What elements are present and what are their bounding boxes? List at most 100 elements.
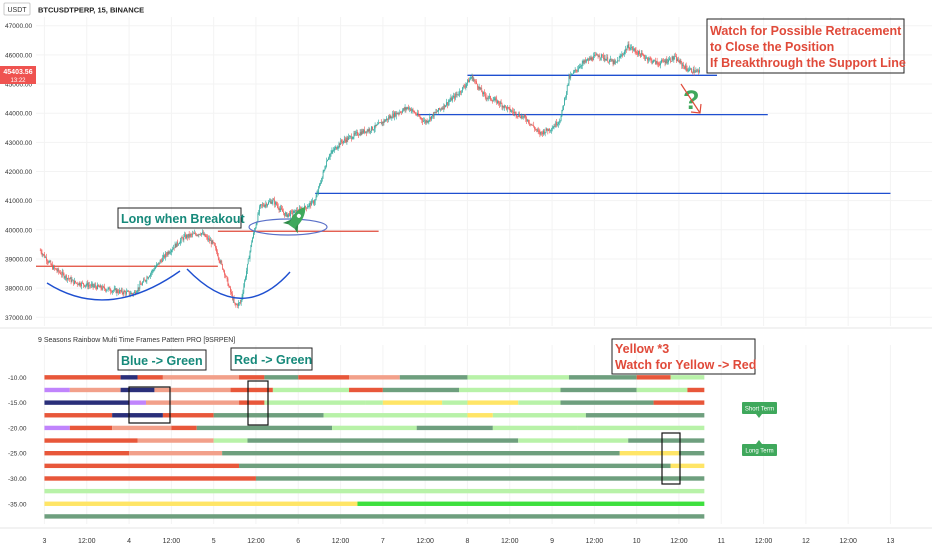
heatmap-segment [492,413,586,418]
candle-body [336,148,338,150]
candle-body [255,224,257,229]
countdown-text: 13:22 [10,78,26,84]
candle-body [322,171,324,177]
candle-body [643,54,645,57]
heatmap-segment [560,400,654,405]
candle-body [244,280,246,287]
candle-body [572,73,573,75]
candle-body [517,116,519,117]
heatmap-segment [619,451,679,456]
candle-body [114,288,116,290]
candle-body [135,292,137,294]
candle-body [146,277,148,281]
candle-body [395,112,397,117]
candle-body [424,120,426,123]
candle-body [465,84,467,87]
candle-body [101,288,103,290]
candle-body [513,112,515,113]
candle-body [503,106,505,108]
candle-body [435,111,437,113]
candle-body [554,126,556,127]
candle-body [106,289,108,291]
candle-body [206,236,208,238]
candle-body [621,54,623,56]
heatmap-segment [670,375,705,380]
candle-body [608,61,609,63]
time-tick-label: 7 [381,538,385,545]
candle-body [294,209,296,211]
candle-body [295,209,297,214]
candle-body [602,54,603,56]
symbol-title: BTCUSDTPERP, 15, BINANCE [38,6,144,15]
candle-body [221,261,223,265]
retracement-line-2: to Close the Position [710,40,834,54]
candle-body [53,266,54,270]
candle-body [128,291,130,295]
candle-body [462,86,464,88]
candle-body [62,271,64,274]
candle-body [409,108,410,110]
candle-body [638,50,639,55]
time-tick-label: 4 [127,538,131,545]
retracement-note-box [706,18,905,74]
price-axis[interactable]: 47000.00 46000.00 45000.00 44000.00 43000.00… [5,23,32,322]
candle-body [288,213,290,215]
candle-body [558,121,560,123]
candle-body [373,128,375,130]
highlight-box-yellow [661,432,681,485]
candle-body [366,130,368,133]
time-axis[interactable]: 3 12:00 4 12:00 5 12:00 6 12:00 7 12:00 8 12:00 9 12:… [43,538,895,545]
candle-body [496,98,498,104]
candle-body [591,57,593,61]
candle-body [58,268,60,272]
candle-body [488,96,490,98]
candle-body [690,68,691,70]
heatmap-segment [264,400,366,405]
candle-body [145,280,147,282]
candle-body [583,61,585,63]
candle-body [495,98,497,100]
heatmap-segment [577,425,705,431]
candle-body [387,117,389,120]
candle-body [55,268,57,271]
time-tick-label: 3 [43,538,47,545]
candle-body [421,118,423,121]
candle-body [231,292,232,294]
candle-body [382,122,384,123]
candle-body [412,109,414,111]
candle-body [291,211,293,215]
candle-body [652,61,654,63]
candle-body [687,70,689,72]
candle-body [265,203,267,205]
currency-badge[interactable] [3,2,31,16]
candle-body [697,70,698,71]
candle-body [155,266,157,269]
candle-body [198,234,200,236]
heatmap-segment [687,387,705,393]
candle-body [312,200,313,202]
candle-body [245,277,246,281]
candle-body [280,207,282,209]
candle-body [564,98,565,106]
candle-body [645,57,646,59]
candle-body [543,130,545,134]
candle-body [699,70,700,73]
candle-body [64,277,66,278]
heatmap-segment [399,375,468,380]
candle-body [218,257,220,261]
candle-body [505,105,506,107]
indicator-title: 9 Seasons Rainbow Multi Time Frames Patt… [38,337,235,344]
candle-body [359,132,361,135]
candle-body [540,131,542,135]
price-tick-label: 37000.00 [5,315,32,322]
candle-body [72,279,74,281]
candle-body [524,115,526,118]
candle-body [324,168,326,170]
candle-body [299,208,301,210]
candle-body [194,233,195,234]
candle-body [655,61,657,65]
heatmap-segment [467,375,569,380]
indicator-axis[interactable]: -10.00 -15.00 -20.00 -25.00 -30.00 -35.00 [8,375,27,508]
candle-body [344,139,346,141]
